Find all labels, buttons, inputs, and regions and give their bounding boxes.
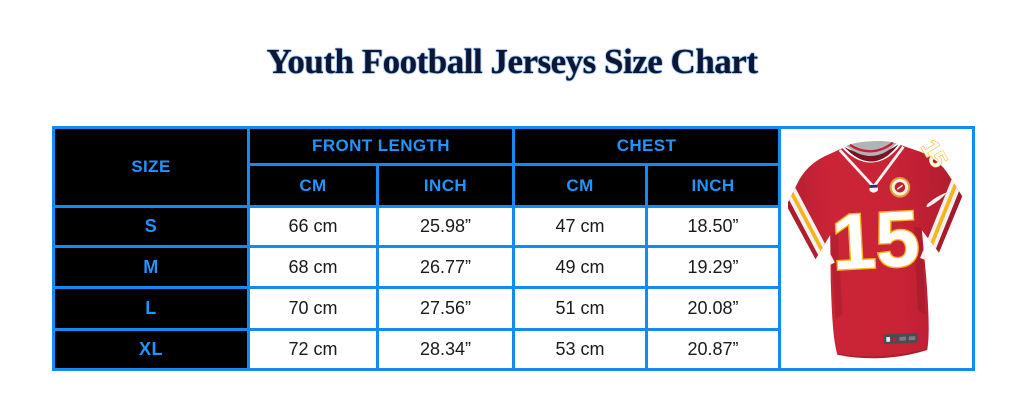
nike-swoosh-icon (925, 191, 947, 207)
table-row-s: S 66 cm 25.98” 47 cm 18.50” (52, 205, 974, 248)
xl-chest-inch: 20.87” (645, 328, 782, 371)
front-length-group-header: FRONT LENGTH (246, 126, 516, 166)
m-front-cm: 68 cm (247, 245, 379, 289)
xl-front-cm: 72 cm (247, 328, 379, 371)
team-patch-icon (889, 176, 910, 198)
size-m-label: M (52, 245, 250, 289)
l-chest-inch: 20.08” (645, 286, 782, 331)
table-row-l: L 70 cm 27.56” 51 cm 20.08” (52, 286, 974, 331)
size-xl-label: XL (52, 328, 250, 371)
nfl-shield-icon (868, 184, 878, 193)
l-front-cm: 70 cm (247, 286, 379, 331)
s-front-cm: 66 cm (247, 205, 379, 248)
jersey-photo-wrap: 15 15 (781, 129, 972, 368)
jock-tag (882, 332, 918, 344)
size-chart-table: SIZE FRONT LENGTH CHEST (52, 126, 976, 371)
jersey-photo-cell: 15 15 (778, 126, 976, 371)
size-s-label: S (52, 205, 250, 248)
chest-cm-header: CM (512, 163, 649, 208)
page-title: Youth Football Jerseys Size Chart (266, 42, 758, 81)
s-front-inch: 25.98” (375, 205, 516, 248)
jersey-product-photo: 15 15 (787, 135, 962, 359)
chest-group-header: CHEST (512, 126, 782, 166)
xl-chest-cm: 53 cm (512, 328, 649, 371)
jersey-body (787, 144, 962, 358)
chest-inch-header: INCH (645, 163, 782, 208)
m-front-inch: 26.77” (375, 245, 516, 289)
l-front-inch: 27.56” (375, 286, 516, 331)
table-row-m: M 68 cm 26.77” 49 cm 19.29” (52, 245, 974, 289)
m-chest-cm: 49 cm (512, 245, 649, 289)
neck-opening (843, 143, 899, 162)
l-chest-cm: 51 cm (512, 286, 649, 331)
front-length-inch-header: INCH (375, 163, 516, 208)
back-collar (845, 140, 897, 156)
s-chest-inch: 18.50” (645, 205, 782, 248)
jersey-number: 15 (829, 194, 921, 286)
xl-front-inch: 28.34” (375, 328, 516, 371)
table-row-xl: XL 72 cm 28.34” 53 cm 20.87” (52, 328, 974, 371)
s-chest-cm: 47 cm (512, 205, 649, 248)
m-chest-inch: 19.29” (645, 245, 782, 289)
size-column-header: SIZE (52, 126, 250, 208)
size-l-label: L (52, 286, 250, 331)
front-length-cm-header: CM (247, 163, 379, 208)
